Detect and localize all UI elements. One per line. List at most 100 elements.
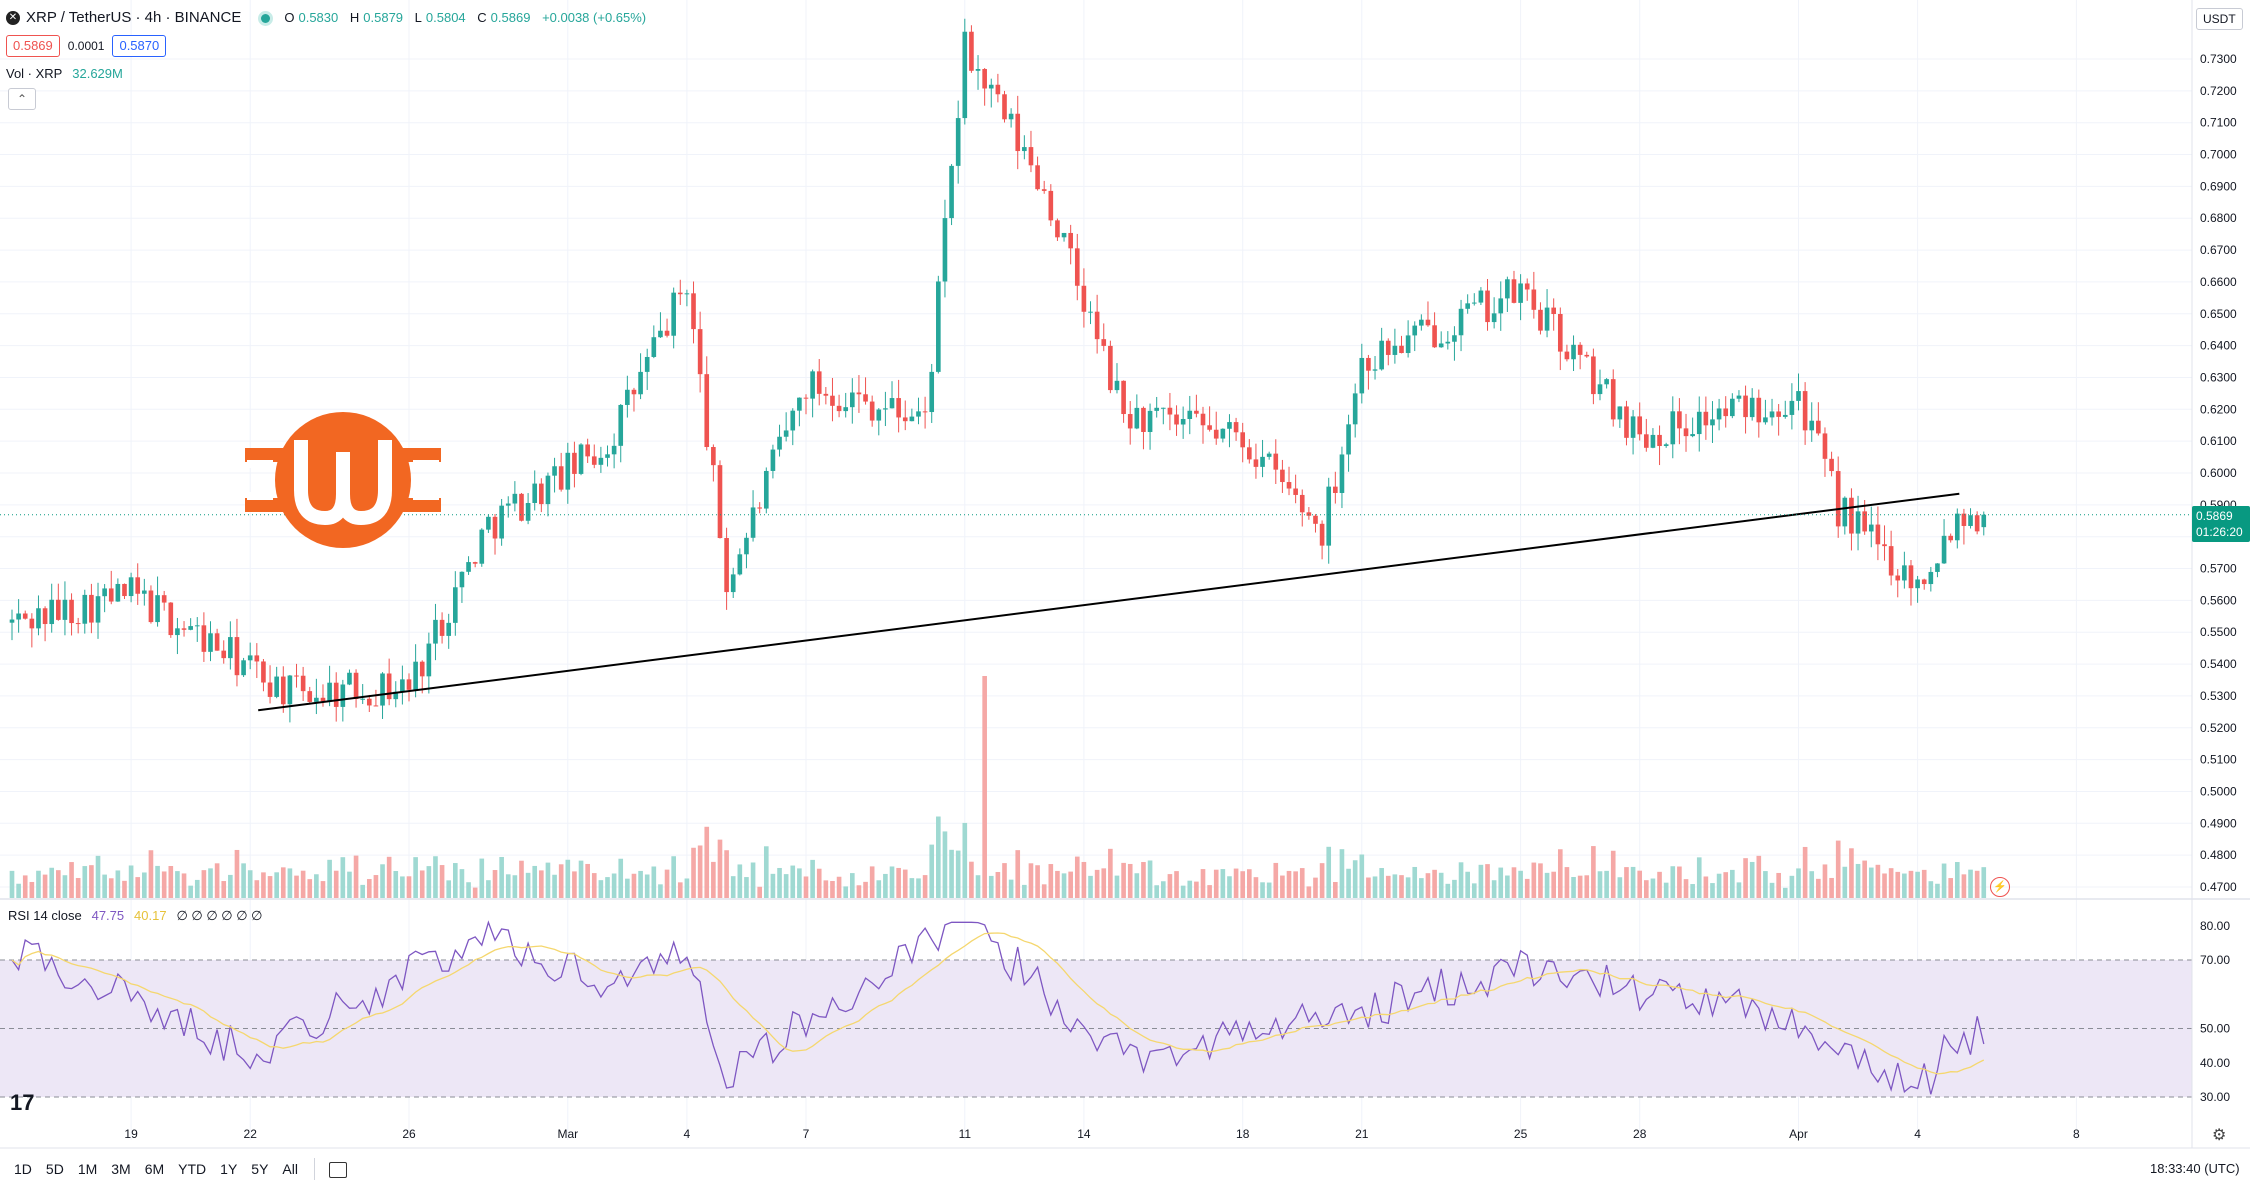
candle-body [1577, 344, 1583, 355]
candle-body [988, 84, 994, 89]
volume-bar [108, 878, 114, 898]
candle-body [492, 516, 498, 539]
range-divider [313, 1157, 315, 1180]
price-tick-label: 0.6900 [2200, 179, 2237, 193]
chevron-up-icon: ⌃ [16, 92, 28, 106]
candle-body [697, 329, 703, 375]
volume-bar [783, 874, 789, 898]
candle-body [1240, 432, 1246, 448]
clock-time[interactable]: 18:33:40 (UTC) [2150, 1161, 2240, 1176]
volume-bar [380, 864, 385, 898]
volume-bar [810, 859, 815, 898]
volume-bar [1366, 877, 1371, 898]
candle-body [1670, 411, 1676, 445]
volume-bar [750, 862, 756, 898]
price-tick-label: 0.6500 [2200, 307, 2237, 321]
candle-body [95, 596, 101, 623]
range-6m-button[interactable]: 6M [144, 1160, 165, 1177]
candle-body [1716, 408, 1722, 420]
candle-body [360, 698, 365, 700]
volume-bar [1425, 873, 1431, 898]
candle-body [1769, 411, 1775, 418]
volume-bar [439, 865, 445, 898]
rsi-tick-label: 40.00 [2200, 1056, 2230, 1070]
time-tick-label: 11 [959, 1127, 972, 1141]
open-label: O [284, 10, 295, 25]
candle-body [1174, 414, 1179, 425]
tradingview-logo-icon[interactable]: 17 [10, 1090, 34, 1115]
change-value: +0.0038 (+0.65%) [542, 10, 647, 25]
candle-body [1557, 314, 1563, 352]
range-5y-button[interactable]: 5Y [251, 1160, 269, 1177]
price-tick-label: 0.6300 [2200, 370, 2237, 384]
candle-body [366, 698, 372, 706]
volume-bar [1723, 872, 1729, 898]
currency-button[interactable]: USDT [2196, 8, 2243, 30]
bid-button[interactable]: 0.5869 [6, 35, 60, 57]
candle-body [1253, 459, 1259, 467]
volume-bar [1610, 850, 1616, 898]
range-1m-button[interactable]: 1M [77, 1160, 98, 1177]
gear-icon[interactable]: ⚙ [2212, 1127, 2227, 1144]
volume-bar [988, 875, 994, 898]
volume-bar [1544, 872, 1550, 898]
symbol-title[interactable]: XRP / TetherUS · 4h · BINANCE [26, 9, 242, 26]
price-tick-label: 0.7300 [2200, 52, 2237, 66]
candle-body [1306, 512, 1312, 516]
candle-body [777, 436, 782, 450]
candle-body [539, 483, 544, 505]
candle-body [406, 679, 412, 690]
candle-body [1273, 453, 1279, 470]
candle-body [598, 457, 604, 465]
candle-body [294, 675, 299, 677]
candle-body [194, 625, 200, 627]
volume-bar [360, 884, 365, 898]
range-ytd-button[interactable]: YTD [178, 1160, 207, 1177]
candle-body [1802, 391, 1808, 431]
collapse-legend-button[interactable]: ⌃ [8, 88, 36, 110]
ask-button[interactable]: 0.5870 [112, 35, 167, 57]
candle-body [1511, 279, 1517, 303]
lightning-icon[interactable]: ⚡ [1990, 877, 2010, 897]
candle-body [1048, 190, 1054, 221]
volume-bar [830, 880, 835, 898]
volume-bar [1041, 884, 1047, 898]
candle-body [863, 394, 868, 402]
range-3m-button[interactable]: 3M [111, 1160, 131, 1177]
volume-bar [671, 856, 676, 898]
volume-bar [42, 874, 48, 898]
volume-bar [1306, 886, 1312, 898]
candle-body [1127, 414, 1133, 429]
volume-bar [1855, 863, 1861, 898]
volume-bar [320, 881, 326, 898]
volume-bar [704, 826, 710, 898]
volume-bar [287, 868, 293, 898]
trendline[interactable] [0, 492, 2192, 712]
volume-bar [314, 874, 319, 898]
time-tick-label: 21 [1355, 1127, 1369, 1141]
range-all-button[interactable]: All [282, 1160, 298, 1177]
volume-bar [691, 847, 696, 898]
volume-bar [221, 881, 227, 898]
range-1y-button[interactable]: 1Y [220, 1160, 238, 1177]
volume-bar [1419, 878, 1424, 898]
calendar-icon[interactable] [328, 1161, 347, 1178]
candle-body [314, 697, 319, 702]
volume-bar [856, 885, 862, 898]
rsi-label[interactable]: RSI 14 close [8, 908, 82, 923]
candle-body [1326, 486, 1332, 546]
candle-body [1816, 420, 1821, 434]
logo-notch-left-top [247, 460, 273, 468]
range-1d-button[interactable]: 1D [14, 1160, 32, 1177]
range-5d-button[interactable]: 5D [45, 1160, 64, 1177]
candle-body [1703, 411, 1709, 426]
volume-bar [1809, 871, 1815, 898]
volume-bar [969, 861, 974, 898]
volume-bar [1002, 863, 1007, 898]
volume-bar [1458, 862, 1464, 898]
candle-body [1207, 425, 1212, 430]
candle-body [1683, 428, 1689, 437]
volume-bar [122, 880, 127, 898]
trendline[interactable] [258, 492, 1960, 712]
